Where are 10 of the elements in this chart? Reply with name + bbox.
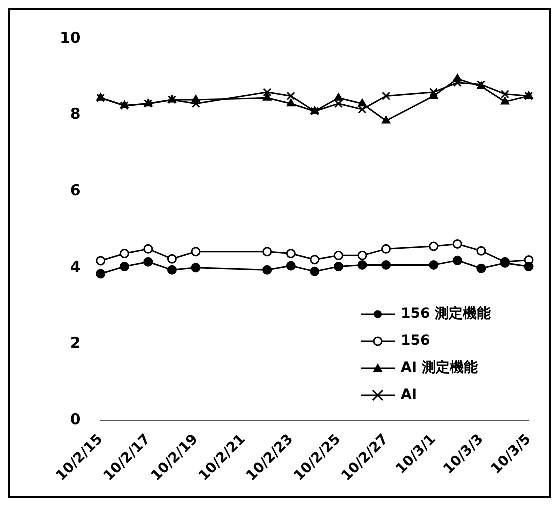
y-tick-label: 6 bbox=[70, 181, 81, 200]
y-tick-label: 8 bbox=[70, 105, 81, 124]
legend-label: AI bbox=[401, 387, 418, 404]
legend-label: 156 測定機能 bbox=[401, 305, 492, 322]
y-tick-label: 10 bbox=[60, 28, 81, 47]
y-tick-label: 2 bbox=[70, 334, 81, 352]
y-tick-label: 0 bbox=[70, 410, 81, 428]
legend-label: 156 bbox=[401, 333, 430, 350]
legend-label: AI 測定機能 bbox=[401, 359, 479, 376]
y-tick-label: 4 bbox=[70, 258, 81, 276]
